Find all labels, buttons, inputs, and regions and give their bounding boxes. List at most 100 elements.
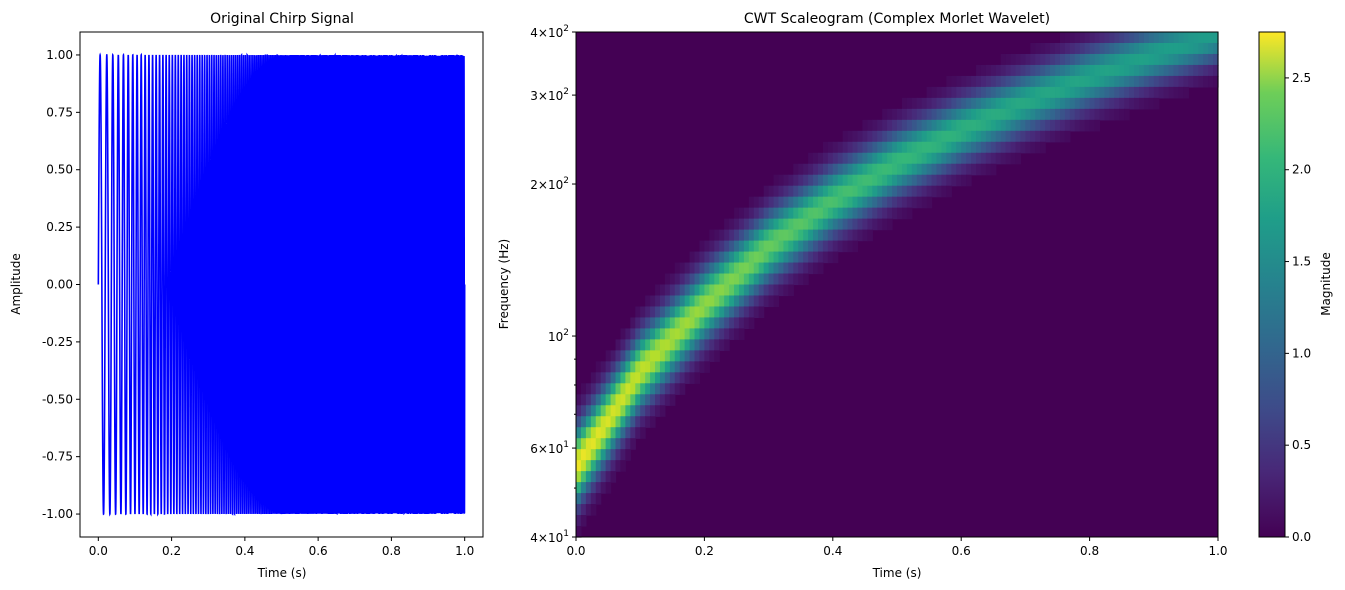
scaleogram-cell — [699, 350, 705, 362]
scaleogram-cell — [694, 295, 701, 308]
scaleogram-cell — [847, 163, 854, 176]
scaleogram-cell — [724, 229, 730, 242]
scaleogram-cell — [817, 251, 824, 264]
scaleogram-cell — [1035, 64, 1041, 77]
scaleogram-cell — [892, 163, 898, 176]
scaleogram-cell — [808, 229, 814, 242]
scaleogram-cell — [729, 262, 735, 275]
scaleogram-cell — [1158, 53, 1165, 66]
scaleogram-cell — [1025, 141, 1031, 154]
scaleogram-cell — [743, 207, 750, 220]
scaleogram-cell — [813, 185, 819, 198]
scaleogram-cell — [664, 394, 671, 406]
scaleogram-cell — [783, 196, 789, 209]
scaleogram-x-tick-label: 0.8 — [1080, 544, 1099, 558]
scaleogram-cell — [827, 251, 834, 264]
scaleogram-cell — [926, 119, 933, 132]
scaleogram-cell — [892, 119, 898, 132]
scaleogram-cell — [694, 361, 701, 373]
scaleogram-cell — [892, 108, 898, 121]
scaleogram-cell — [743, 273, 750, 286]
chirp-y-tick-label: 1.00 — [46, 48, 73, 62]
scaleogram-cell — [738, 229, 745, 242]
scaleogram-cell — [1064, 86, 1071, 99]
scaleogram-cell — [827, 152, 834, 165]
scaleogram-cell — [1055, 42, 1061, 55]
scaleogram-cell — [882, 141, 888, 154]
scaleogram-cell — [709, 273, 715, 286]
scaleogram-cell — [640, 394, 646, 406]
scaleogram-cell — [684, 328, 691, 340]
scaleogram-cell — [1143, 42, 1150, 55]
scaleogram-cell — [1010, 141, 1017, 154]
scaleogram-cell — [605, 372, 612, 384]
scaleogram-cell — [966, 86, 972, 99]
scaleogram-cell — [808, 185, 814, 198]
scaleogram-cell — [664, 361, 671, 373]
scaleogram-cell — [709, 229, 715, 242]
scaleogram-cell — [620, 427, 626, 439]
colorbar: 0.0 0.5 1.0 1.5 2.0 2.5 Magnitude — [1258, 31, 1333, 544]
scaleogram-cell — [813, 152, 819, 165]
scaleogram-cell — [1114, 42, 1120, 55]
scaleogram-cell — [980, 119, 987, 132]
scaleogram-cell — [664, 273, 671, 286]
scaleogram-cell — [926, 196, 933, 209]
scaleogram-cell — [827, 163, 834, 176]
scaleogram-cell — [699, 251, 705, 264]
scaleogram-cell — [793, 207, 799, 220]
scaleogram-cell — [946, 119, 952, 132]
scaleogram-cell — [640, 306, 646, 319]
scaleogram-cell — [951, 97, 957, 110]
scaleogram-cell — [738, 240, 745, 253]
scaleogram-cell — [1005, 86, 1012, 99]
scaleogram-cell — [882, 119, 888, 132]
scaleogram-cell — [783, 207, 789, 220]
scaleogram-cell — [1015, 64, 1022, 77]
scaleogram-cell — [842, 130, 849, 143]
scaleogram-cell — [887, 207, 893, 220]
scaleogram-cell — [911, 185, 918, 198]
scaleogram-cell — [1069, 108, 1076, 121]
chirp-y-ticks: 1.00 0.75 0.50 0.25 0.00 -0.25 -0.50 -0.75 -1.00 — [42, 48, 80, 521]
scaleogram-cell — [966, 75, 972, 88]
scaleogram-cell — [842, 174, 849, 187]
scaleogram-cell — [936, 174, 943, 187]
scaleogram-cell — [798, 229, 804, 242]
scaleogram-cell — [1000, 97, 1007, 110]
scaleogram-cell — [916, 163, 923, 176]
scaleogram-cell — [1035, 53, 1041, 66]
scaleogram-cell — [813, 240, 819, 253]
scaleogram-cell — [625, 383, 631, 395]
scaleogram-cell — [620, 361, 626, 373]
scaleogram-cell — [1188, 42, 1194, 55]
scaleogram-cell — [980, 152, 987, 165]
scaleogram-cell — [645, 339, 651, 351]
scaleogram-cell — [738, 284, 745, 297]
scaleogram-cell — [822, 152, 829, 165]
scaleogram-cell — [1124, 97, 1130, 110]
scaleogram-cell — [669, 383, 676, 395]
scaleogram-cell — [783, 240, 789, 253]
scaleogram-cell — [1015, 130, 1022, 143]
scaleogram-cell — [1143, 64, 1150, 77]
scaleogram-cell — [832, 240, 839, 253]
scaleogram-cell — [946, 174, 952, 187]
scaleogram-cell — [1109, 32, 1115, 44]
scaleogram-cell — [748, 295, 755, 308]
scaleogram-cell — [758, 218, 765, 231]
scaleogram-cell — [956, 152, 962, 165]
scaleogram-cell — [956, 174, 962, 187]
scaleogram-cell — [1055, 86, 1061, 99]
scaleogram-cell — [1163, 64, 1170, 77]
scaleogram-cell — [753, 295, 760, 308]
scaleogram-cell — [605, 449, 612, 461]
scaleogram-cell — [1163, 32, 1170, 44]
scaleogram-cell — [689, 361, 696, 373]
scaleogram-cell — [961, 152, 967, 165]
scaleogram-cell — [887, 196, 893, 209]
scaleogram-cell — [748, 251, 755, 264]
scaleogram-cell — [1005, 108, 1012, 121]
scaleogram-cell — [748, 229, 755, 242]
scaleogram-cell — [590, 416, 597, 428]
